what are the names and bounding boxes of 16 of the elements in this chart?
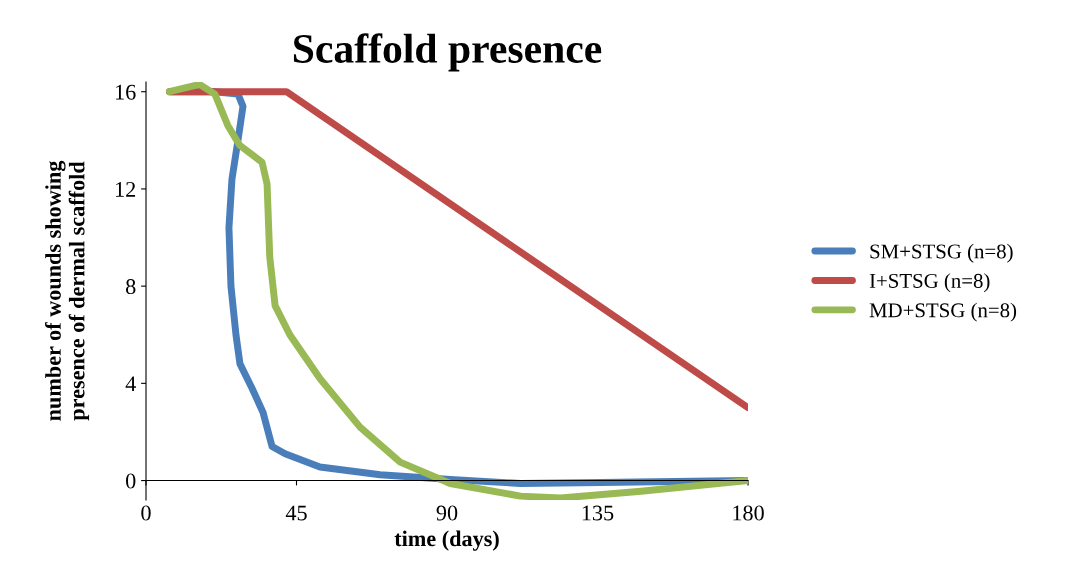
- y-tick-label: 4: [125, 376, 136, 392]
- y-tick-label: 8: [126, 279, 136, 295]
- x-tick-label: 135: [582, 505, 614, 521]
- y-axis-title: number of wounds showing presence of dermal scaffold: [45, 160, 90, 421]
- legend-label: I+STSG (n=8): [869, 273, 990, 293]
- x-axis-title: time (days): [394, 530, 499, 551]
- x-tick-label: 90: [436, 505, 458, 521]
- legend-label: MD+STSG (n=8): [869, 302, 1017, 322]
- y-tick-label: 0: [126, 473, 136, 489]
- chart-title: Scaffold presence: [293, 33, 602, 72]
- legend-label: SM+STSG (n=8): [870, 243, 1013, 263]
- x-tick-label: 45: [285, 505, 307, 521]
- x-tick-label: 180: [733, 505, 764, 521]
- y-tick-label: 16: [116, 84, 136, 100]
- x-tick-label: 0: [141, 505, 151, 521]
- y-tick-label: 12: [116, 181, 136, 197]
